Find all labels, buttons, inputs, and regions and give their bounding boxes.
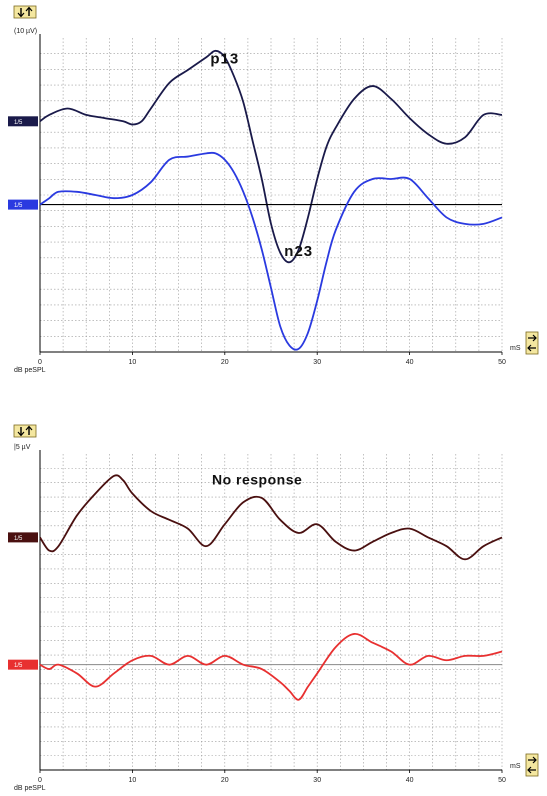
arrow-left-icon (527, 766, 536, 774)
series-tag (8, 532, 38, 543)
amplitude-scale-button[interactable] (13, 424, 37, 438)
x-tick-label: 0 (38, 777, 42, 784)
series-line (39, 474, 503, 561)
x-axis-label: dB peSPL (14, 785, 46, 792)
x-tick-label: 20 (221, 359, 229, 366)
series-line (39, 49, 503, 264)
time-scale-button[interactable] (525, 753, 539, 777)
time-scale-button[interactable] (525, 331, 539, 355)
series-2: 1/5 (8, 633, 503, 701)
series-tag-label: 1/5 (14, 663, 23, 669)
series-line (39, 633, 503, 701)
series-tag (8, 659, 38, 670)
scale-label: (10 µV) (14, 28, 37, 35)
arrow-button-bg[interactable] (13, 5, 37, 19)
x-tick-label: 30 (313, 777, 321, 784)
series-tag-label: 1/5 (14, 120, 23, 126)
x-tick-label: 40 (406, 777, 414, 784)
amplitude-scale-button[interactable] (13, 5, 37, 19)
series-tag (8, 199, 38, 210)
arrow-down-head-icon (17, 431, 25, 437)
x-unit-label: mS (510, 763, 521, 770)
x-tick-label: 50 (498, 777, 506, 784)
x-tick-label: 0 (38, 359, 42, 366)
chart-panel-2: 0 10 20 30 40 50 mS dB peSPL |5 µV 1/5 1/5 No respo… (8, 424, 539, 792)
arrow-up-head-icon (25, 6, 33, 12)
series-2: 1/5 (8, 151, 503, 351)
series-1: 1/5 (8, 474, 503, 561)
chart-panel-1: 0 10 20 30 40 50 mS dB peSPL (10 µV) 1/5 1/5 p13 n23 (8, 5, 539, 374)
scale-label: |5 µV (14, 444, 31, 451)
series-tag-label: 1/5 (14, 203, 23, 209)
side-arrow-bg[interactable] (525, 753, 539, 777)
series-line (39, 151, 503, 351)
annotation-no-response: No response (212, 472, 302, 488)
x-tick-label: 40 (406, 359, 414, 366)
x-tick-label: 50 (498, 359, 506, 366)
x-tick-label: 30 (313, 359, 321, 366)
x-tick-label: 10 (129, 777, 137, 784)
arrow-right-icon (528, 756, 537, 764)
annotation-p13: p13 (210, 51, 239, 68)
x-tick-label: 20 (221, 777, 229, 784)
x-axis-label: dB peSPL (14, 367, 46, 374)
arrow-up-head-icon (25, 425, 33, 431)
series-1: 1/5 (8, 49, 503, 264)
series-tag (8, 116, 38, 127)
x-unit-label: mS (510, 345, 521, 352)
series-tag-label: 1/5 (14, 536, 23, 542)
arrow-right-icon (528, 334, 537, 342)
annotation-n23: n23 (284, 243, 313, 260)
grid (40, 454, 503, 770)
arrow-left-icon (527, 344, 536, 352)
arrow-down-head-icon (17, 12, 25, 18)
x-tick-label: 10 (129, 359, 137, 366)
arrow-button-bg[interactable] (13, 424, 37, 438)
side-arrow-bg[interactable] (525, 331, 539, 355)
grid (40, 38, 503, 352)
